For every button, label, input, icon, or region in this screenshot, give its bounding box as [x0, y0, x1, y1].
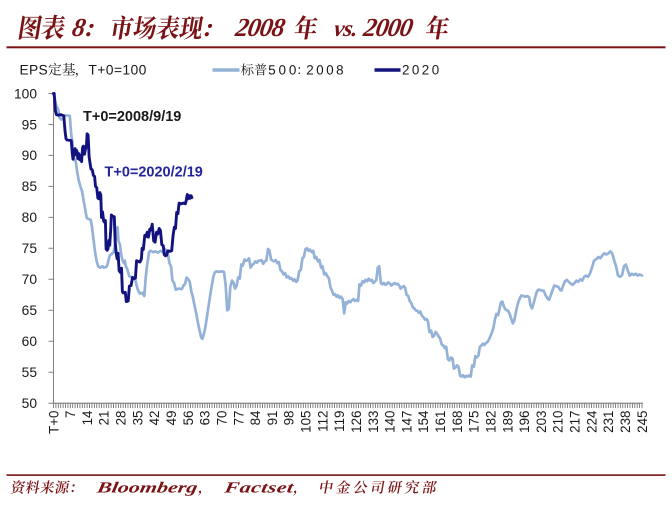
- svg-text:245: 245: [635, 411, 650, 433]
- svg-text:203: 203: [534, 411, 549, 433]
- svg-text:49: 49: [164, 411, 179, 426]
- svg-text:119: 119: [332, 411, 347, 432]
- svg-text:2020: 2020: [402, 63, 442, 78]
- svg-text:70: 70: [214, 411, 229, 426]
- svg-text:T+0=2008/9/19: T+0=2008/9/19: [83, 109, 181, 125]
- svg-text:85: 85: [22, 179, 38, 194]
- svg-text:147: 147: [399, 411, 414, 433]
- svg-text:21: 21: [97, 411, 112, 426]
- svg-text:210: 210: [551, 411, 566, 433]
- svg-text:50: 50: [22, 396, 38, 411]
- svg-text:14: 14: [80, 410, 95, 425]
- svg-text:80: 80: [22, 210, 38, 225]
- svg-text:T+0: T+0: [46, 411, 61, 434]
- svg-text:217: 217: [568, 411, 583, 433]
- svg-text:196: 196: [517, 411, 532, 433]
- svg-text:70: 70: [22, 272, 38, 287]
- svg-text:T+0=2020/2/19: T+0=2020/2/19: [105, 164, 203, 180]
- svg-text:231: 231: [601, 411, 616, 433]
- svg-text:35: 35: [130, 411, 145, 426]
- svg-text:56: 56: [181, 411, 196, 426]
- svg-text:182: 182: [484, 411, 499, 433]
- svg-text:189: 189: [500, 411, 515, 433]
- svg-text:161: 161: [433, 411, 448, 433]
- svg-text:60: 60: [22, 334, 38, 349]
- svg-text:91: 91: [265, 411, 280, 426]
- svg-text:140: 140: [383, 411, 398, 433]
- svg-text:133: 133: [366, 411, 381, 433]
- svg-text:224: 224: [584, 410, 599, 433]
- svg-text:75: 75: [22, 241, 38, 256]
- svg-text:98: 98: [282, 411, 297, 426]
- svg-text:175: 175: [467, 411, 482, 433]
- svg-text:84: 84: [248, 410, 263, 425]
- svg-text:126: 126: [349, 411, 364, 433]
- svg-text:154: 154: [416, 410, 431, 433]
- svg-text:95: 95: [22, 117, 38, 132]
- svg-text:90: 90: [22, 148, 38, 163]
- svg-text:65: 65: [22, 303, 38, 318]
- svg-text:100: 100: [14, 86, 37, 101]
- svg-text:77: 77: [231, 411, 246, 426]
- svg-text:42: 42: [147, 411, 162, 426]
- svg-text:28: 28: [114, 411, 129, 426]
- svg-text:55: 55: [22, 365, 38, 380]
- svg-text:238: 238: [618, 411, 633, 433]
- svg-text:105: 105: [299, 411, 314, 433]
- svg-text:7: 7: [63, 411, 78, 418]
- svg-text:168: 168: [450, 411, 465, 433]
- svg-text:112: 112: [315, 411, 330, 432]
- svg-text:63: 63: [198, 411, 213, 426]
